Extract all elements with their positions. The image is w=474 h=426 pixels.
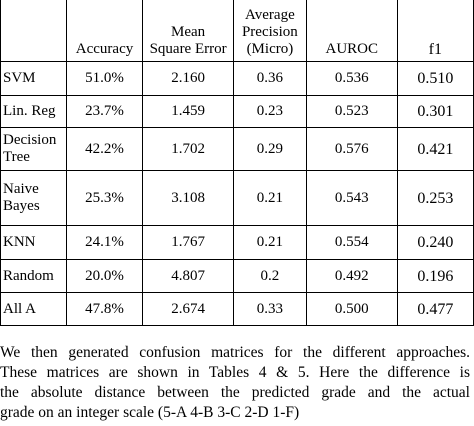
method-line-1: Decision (3, 132, 57, 148)
table-row: All A 47.8% 2.674 0.33 0.500 0.477 (0, 292, 474, 326)
header-mse-line-1: Mean (171, 24, 206, 40)
paragraph-line: grade on an integer scale (5-A 4-B 3-C 2… (0, 404, 300, 421)
f1-cell: 0.301 (396, 95, 474, 128)
paragraph-line: These matrices are shown in Tables 4 & 5… (0, 364, 470, 381)
paragraph-line: We then generated confusion matrices for… (0, 344, 470, 361)
mse-cell: 1.702 (142, 127, 234, 171)
header-mse: Mean Square Error (142, 0, 234, 62)
auroc-cell: 0.536 (305, 61, 398, 96)
method-line-2: Tree (3, 149, 30, 165)
ap-cell: 0.2 (232, 259, 307, 293)
header-ap-line-2: Precision (241, 24, 298, 40)
header-accuracy-label: Accuracy (75, 41, 134, 57)
mse-cell: 2.674 (142, 292, 234, 326)
accuracy-cell: 51.0% (65, 61, 144, 96)
method-cell: SVM (0, 61, 67, 96)
mse-cell: 1.767 (142, 225, 234, 260)
auroc-cell: 0.492 (305, 259, 398, 293)
table-row: Decision Tree 42.2% 1.702 0.29 0.576 0.4… (0, 127, 474, 171)
table-row: Naive Bayes 25.3% 3.108 0.21 0.543 0.253 (0, 170, 474, 226)
body-paragraph: We then generated confusion matrices for… (0, 343, 470, 423)
auroc-cell: 0.523 (305, 95, 398, 128)
mse-cell: 4.807 (142, 259, 234, 293)
table-row: SVM 51.0% 2.160 0.36 0.536 0.510 (0, 61, 474, 96)
header-f1-label: f1 (428, 41, 442, 58)
mse-cell: 2.160 (142, 61, 234, 96)
accuracy-cell: 42.2% (65, 127, 144, 171)
f1-cell: 0.421 (396, 127, 474, 171)
table-row: Random 20.0% 4.807 0.2 0.492 0.196 (0, 259, 474, 293)
method-cell: KNN (0, 225, 67, 260)
header-auroc-label: AUROC (325, 41, 378, 57)
mse-cell: 3.108 (142, 170, 234, 226)
method-line-2: Bayes (3, 198, 40, 214)
header-mse-line-2: Square Error (149, 41, 227, 57)
auroc-cell: 0.543 (305, 170, 398, 226)
method-cell: Lin. Reg (0, 95, 67, 128)
paragraph-line: the absolute distance between the predic… (0, 384, 470, 401)
table-row: Lin. Reg 23.7% 1.459 0.23 0.523 0.301 (0, 95, 474, 128)
ap-cell: 0.21 (232, 170, 307, 226)
ap-cell: 0.29 (232, 127, 307, 171)
accuracy-cell: 20.0% (65, 259, 144, 293)
auroc-cell: 0.500 (305, 292, 398, 326)
f1-cell: 0.510 (396, 61, 474, 96)
method-cell: Naive Bayes (0, 170, 67, 226)
header-auroc: AUROC (305, 0, 398, 62)
ap-cell: 0.33 (232, 292, 307, 326)
table-row: KNN 24.1% 1.767 0.21 0.554 0.240 (0, 225, 474, 260)
auroc-cell: 0.554 (305, 225, 398, 260)
f1-cell: 0.240 (396, 225, 474, 260)
method-cell: All A (0, 292, 67, 326)
ap-cell: 0.21 (232, 225, 307, 260)
results-table: Accuracy Mean Square Error Average Preci… (0, 0, 474, 326)
f1-cell: 0.477 (396, 292, 474, 326)
mse-cell: 1.459 (142, 95, 234, 128)
ap-cell: 0.23 (232, 95, 307, 128)
accuracy-cell: 23.7% (65, 95, 144, 128)
f1-cell: 0.196 (396, 259, 474, 293)
accuracy-cell: 25.3% (65, 170, 144, 226)
method-line-1: Naive (3, 181, 39, 197)
header-accuracy: Accuracy (65, 0, 144, 62)
method-cell: Random (0, 259, 67, 293)
header-method (0, 0, 67, 62)
auroc-cell: 0.576 (305, 127, 398, 171)
header-ap-line-1: Average (245, 7, 295, 23)
ap-cell: 0.36 (232, 61, 307, 96)
accuracy-cell: 47.8% (65, 292, 144, 326)
method-cell: Decision Tree (0, 127, 67, 171)
table-header-row: Accuracy Mean Square Error Average Preci… (0, 0, 474, 62)
header-f1: f1 (396, 0, 474, 62)
f1-cell: 0.253 (396, 170, 474, 226)
header-average-precision: Average Precision (Micro) (232, 0, 307, 62)
accuracy-cell: 24.1% (65, 225, 144, 260)
header-ap-line-3: (Micro) (246, 41, 294, 57)
